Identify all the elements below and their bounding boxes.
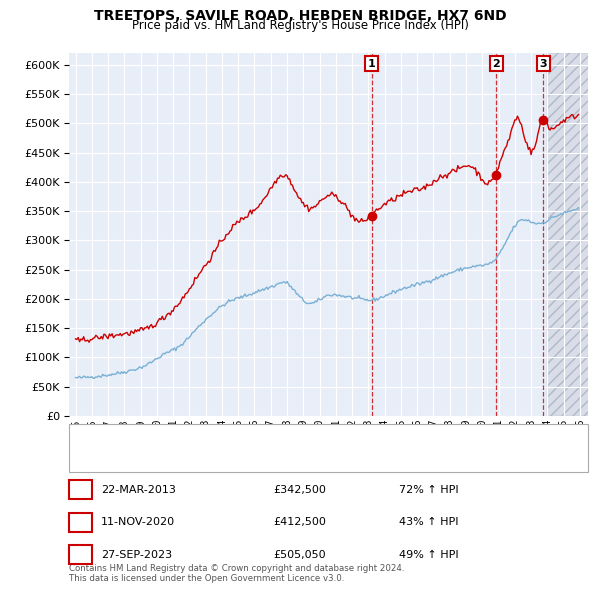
Bar bbox=[547, 53, 600, 416]
Text: 72% ↑ HPI: 72% ↑ HPI bbox=[399, 485, 458, 495]
Text: £342,500: £342,500 bbox=[273, 485, 326, 495]
Text: TREETOPS, SAVILE ROAD, HEBDEN BRIDGE, HX7 6ND: TREETOPS, SAVILE ROAD, HEBDEN BRIDGE, HX… bbox=[94, 9, 506, 23]
Text: 11-NOV-2020: 11-NOV-2020 bbox=[101, 517, 175, 527]
Text: £505,050: £505,050 bbox=[273, 550, 326, 560]
Text: HPI: Average price, detached house, Calderdale: HPI: Average price, detached house, Cald… bbox=[120, 454, 358, 464]
Text: 1: 1 bbox=[77, 485, 84, 495]
Text: 1: 1 bbox=[368, 58, 376, 68]
Bar bbox=[547, 53, 600, 416]
Text: 3: 3 bbox=[77, 550, 84, 560]
Text: TREETOPS, SAVILE ROAD, HEBDEN BRIDGE, HX7 6ND (detached house): TREETOPS, SAVILE ROAD, HEBDEN BRIDGE, HX… bbox=[120, 432, 476, 442]
Text: 2: 2 bbox=[77, 517, 84, 527]
Text: 2: 2 bbox=[493, 58, 500, 68]
Text: 43% ↑ HPI: 43% ↑ HPI bbox=[399, 517, 458, 527]
Text: 3: 3 bbox=[539, 58, 547, 68]
Text: 22-MAR-2013: 22-MAR-2013 bbox=[101, 485, 176, 495]
Text: 27-SEP-2023: 27-SEP-2023 bbox=[101, 550, 172, 560]
Text: Price paid vs. HM Land Registry's House Price Index (HPI): Price paid vs. HM Land Registry's House … bbox=[131, 19, 469, 32]
Text: 49% ↑ HPI: 49% ↑ HPI bbox=[399, 550, 458, 560]
Text: Contains HM Land Registry data © Crown copyright and database right 2024.
This d: Contains HM Land Registry data © Crown c… bbox=[69, 563, 404, 583]
Text: £412,500: £412,500 bbox=[273, 517, 326, 527]
